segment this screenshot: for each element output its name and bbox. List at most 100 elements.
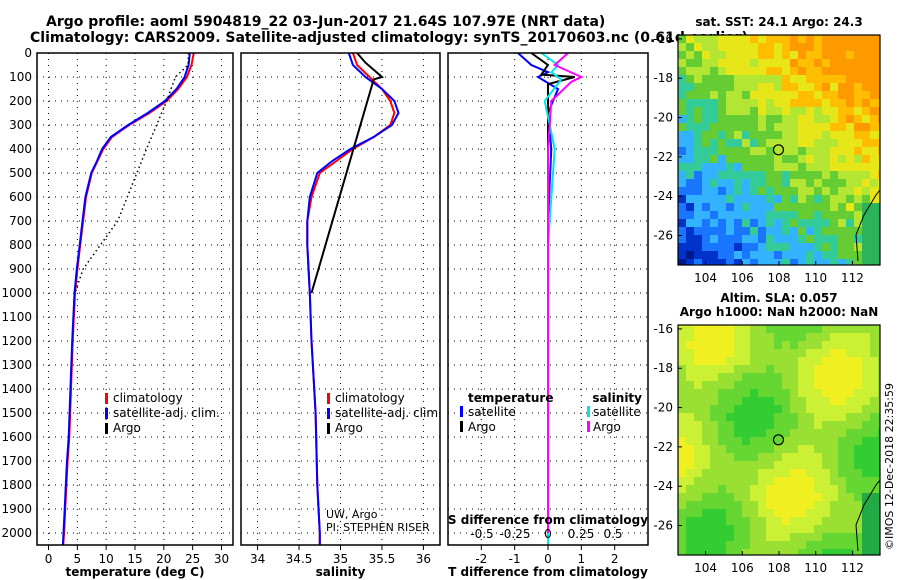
heatmap-cell [694,333,702,341]
heatmap-cell [878,67,880,75]
heatmap-cell [766,389,774,397]
legend-swatch [327,408,330,419]
heatmap-cell [838,325,846,333]
heatmap-cell [822,107,830,115]
heatmap-cell [678,179,686,187]
heatmap-cell [718,413,726,421]
heatmap-cell [862,179,870,187]
heatmap-cell [734,397,742,405]
heatmap-cell [870,437,878,445]
heatmap-cell [710,219,718,227]
heatmap-cell [678,195,686,203]
heatmap-cell [758,501,766,509]
heatmap-cell [838,469,846,477]
heatmap-cell [806,469,814,477]
heatmap-cell [766,405,774,413]
heatmap-cell [854,437,862,445]
heatmap-cell [702,155,710,163]
heatmap-cell [830,203,838,211]
heatmap-cell [718,219,726,227]
heatmap-cell [758,357,766,365]
heatmap-cell [694,123,702,131]
heatmap-cell [798,517,806,525]
heatmap-cell [814,501,822,509]
heatmap-cell [678,493,686,501]
heatmap-cell [790,413,798,421]
heatmap-cell [694,83,702,91]
heatmap-cell [758,445,766,453]
heatmap-cell [702,389,710,397]
heatmap-cell [830,147,838,155]
x-tick-label: 5 [74,552,82,566]
x-tick-label: 35.5 [369,552,396,566]
heatmap-cell [774,373,782,381]
heatmap-cell [814,405,822,413]
heatmap-cell [702,533,710,541]
heatmap-cell [710,373,718,381]
heatmap-cell [846,365,854,373]
heatmap-cell [838,333,846,341]
heatmap-cell [822,211,830,219]
heatmap-cell [774,389,782,397]
heatmap-cell [782,389,790,397]
heatmap-cell [854,67,862,75]
heatmap-cell [718,525,726,533]
heatmap-cell [790,155,798,163]
heatmap-cell [734,477,742,485]
heatmap-cell [798,203,806,211]
heatmap-cell [806,429,814,437]
heatmap-cell [758,211,766,219]
heatmap-cell [862,147,870,155]
heatmap-cell [742,51,750,59]
heatmap-cell [726,477,734,485]
heatmap-cell [798,163,806,171]
heatmap-cell [878,235,880,243]
heatmap-cell [846,413,854,421]
heatmap-cell [742,389,750,397]
heatmap-cell [870,549,878,555]
heatmap-cell [758,139,766,147]
heatmap-cell [878,525,880,533]
heatmap-cell [830,195,838,203]
heatmap-cell [830,155,838,163]
heatmap-cell [686,517,694,525]
heatmap-cell [726,429,734,437]
heatmap-cell [854,365,862,373]
heatmap-cell [718,179,726,187]
x-tick-label: 34.5 [286,552,313,566]
heatmap-cell [734,115,742,123]
heatmap-cell [878,203,880,211]
heatmap-cell [838,533,846,541]
legend-label: satellite [593,405,641,419]
heatmap-cell [742,493,750,501]
heatmap-cell [726,469,734,477]
heatmap-cell [806,365,814,373]
heatmap-cell [798,227,806,235]
heatmap-cell [686,477,694,485]
heatmap-cell [798,219,806,227]
heatmap-cell [758,485,766,493]
heatmap-cell [678,549,686,555]
heatmap-cell [862,365,870,373]
heatmap-cell [870,51,878,59]
heatmap-cell [846,493,854,501]
heatmap-cell [742,349,750,357]
heatmap-cell [862,227,870,235]
heatmap-cell [726,155,734,163]
heatmap-cell [830,429,838,437]
heatmap-cell [782,51,790,59]
heatmap-cell [838,43,846,51]
heatmap-cell [878,219,880,227]
heatmap-cell [830,365,838,373]
heatmap-cell [758,227,766,235]
heatmap-cell [686,195,694,203]
heatmap-cell [742,99,750,107]
heatmap-cell [846,397,854,405]
heatmap-cell [846,389,854,397]
heatmap-cell [846,541,854,549]
heatmap-cell [862,107,870,115]
heatmap-cell [686,59,694,67]
heatmap-cell [870,445,878,453]
heatmap-cell [822,357,830,365]
heatmap-cell [838,389,846,397]
